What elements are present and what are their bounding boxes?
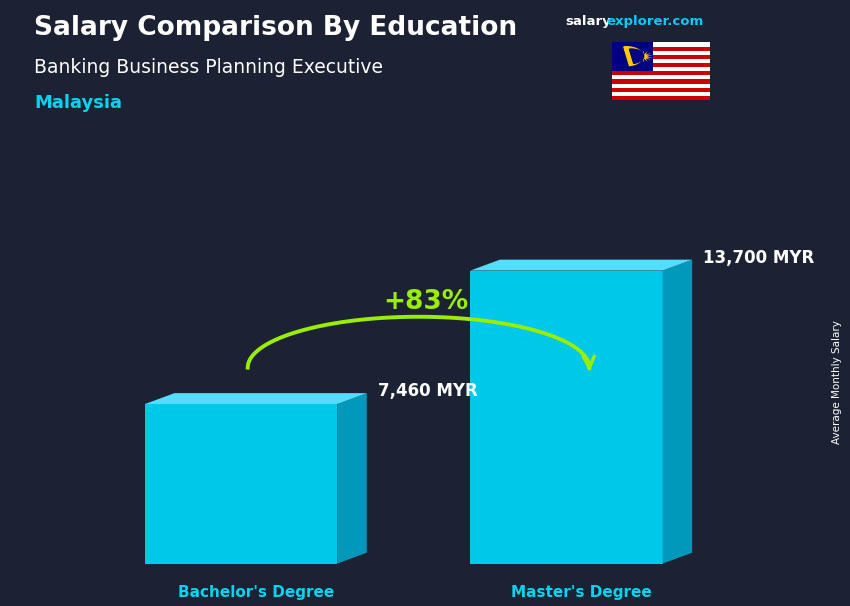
Text: 13,700 MYR: 13,700 MYR (703, 249, 814, 267)
Text: Average Monthly Salary: Average Monthly Salary (832, 320, 842, 444)
Text: 7,460 MYR: 7,460 MYR (378, 382, 478, 401)
Polygon shape (470, 259, 692, 270)
Bar (612, 75, 710, 79)
Bar (612, 51, 710, 55)
Bar (612, 96, 710, 100)
Polygon shape (144, 404, 337, 564)
Bar (612, 47, 710, 51)
Bar (612, 42, 710, 47)
Polygon shape (634, 51, 653, 62)
Wedge shape (630, 49, 643, 63)
Bar (612, 92, 710, 96)
Polygon shape (337, 393, 367, 564)
Polygon shape (470, 270, 662, 564)
Wedge shape (624, 47, 643, 65)
Text: +83%: +83% (383, 289, 468, 315)
Text: Banking Business Planning Executive: Banking Business Planning Executive (34, 58, 383, 76)
Bar (612, 63, 710, 67)
Bar (612, 59, 710, 63)
Text: Salary Comparison By Education: Salary Comparison By Education (34, 15, 517, 41)
Bar (612, 55, 710, 59)
Text: explorer.com: explorer.com (606, 15, 703, 28)
Text: Malaysia: Malaysia (34, 94, 122, 112)
Bar (612, 67, 710, 72)
Bar (612, 79, 710, 84)
Polygon shape (144, 393, 367, 404)
Text: Bachelor's Degree: Bachelor's Degree (178, 585, 334, 601)
Bar (612, 88, 710, 92)
Text: salary: salary (565, 15, 611, 28)
Bar (612, 84, 710, 88)
Text: Master's Degree: Master's Degree (511, 585, 652, 601)
Polygon shape (662, 259, 692, 564)
Bar (612, 72, 710, 75)
Bar (612, 42, 653, 72)
